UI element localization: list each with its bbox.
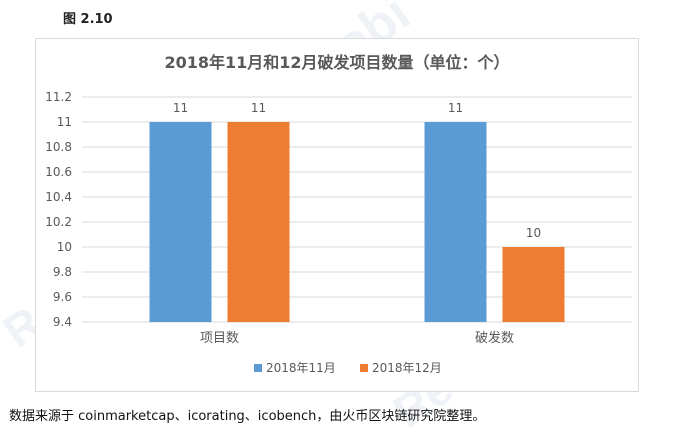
figure-label: 图 2.10 bbox=[63, 12, 113, 27]
y-tick-label: 9.4 bbox=[53, 315, 72, 329]
legend-swatch bbox=[254, 364, 262, 372]
data-labels: 11 11 11 10 bbox=[173, 101, 541, 240]
y-tick-label: 10.2 bbox=[45, 215, 72, 229]
y-tick-label: 11 bbox=[57, 115, 72, 129]
data-label: 11 bbox=[173, 101, 188, 115]
source-note: 数据来源于 coinmarketcap、icorating、icobench，由… bbox=[9, 409, 486, 424]
y-tick-label: 9.8 bbox=[53, 265, 72, 279]
y-tick-label: 10.6 bbox=[45, 165, 72, 179]
data-label: 11 bbox=[251, 101, 266, 115]
category-label: 项目数 bbox=[200, 331, 239, 346]
chart-frame: 2018年11月和12月破发项目数量（单位：个） 9.4 9.6 9.8 10 10.2… bbox=[35, 38, 639, 392]
chart-title: 2018年11月和12月破发项目数量（单位：个） bbox=[164, 53, 509, 72]
bars bbox=[149, 122, 565, 322]
bar bbox=[502, 247, 565, 322]
data-label: 11 bbox=[448, 101, 463, 115]
bar bbox=[227, 122, 290, 322]
y-tick-label: 9.6 bbox=[53, 290, 72, 304]
y-tick-label: 10 bbox=[57, 240, 72, 254]
bar-chart: 2018年11月和12月破发项目数量（单位：个） 9.4 9.6 9.8 10 10.2… bbox=[45, 53, 632, 375]
category-labels: 项目数 破发数 bbox=[200, 330, 514, 346]
y-tick-label: 10.8 bbox=[45, 140, 72, 154]
y-tick-labels: 9.4 9.6 9.8 10 10.2 10.4 10.6 10.8 11 11.2 bbox=[45, 90, 72, 329]
y-tick-label: 10.4 bbox=[45, 190, 72, 204]
category-label: 破发数 bbox=[475, 330, 514, 346]
legend: 2018年11月 2018年12月 bbox=[254, 361, 442, 375]
legend-swatch bbox=[360, 364, 368, 372]
y-tick-label: 11.2 bbox=[45, 90, 72, 104]
bar bbox=[149, 122, 212, 322]
data-label: 10 bbox=[526, 226, 541, 240]
legend-label: 2018年11月 bbox=[266, 361, 336, 375]
bar bbox=[424, 122, 487, 322]
legend-label: 2018年12月 bbox=[372, 361, 442, 375]
